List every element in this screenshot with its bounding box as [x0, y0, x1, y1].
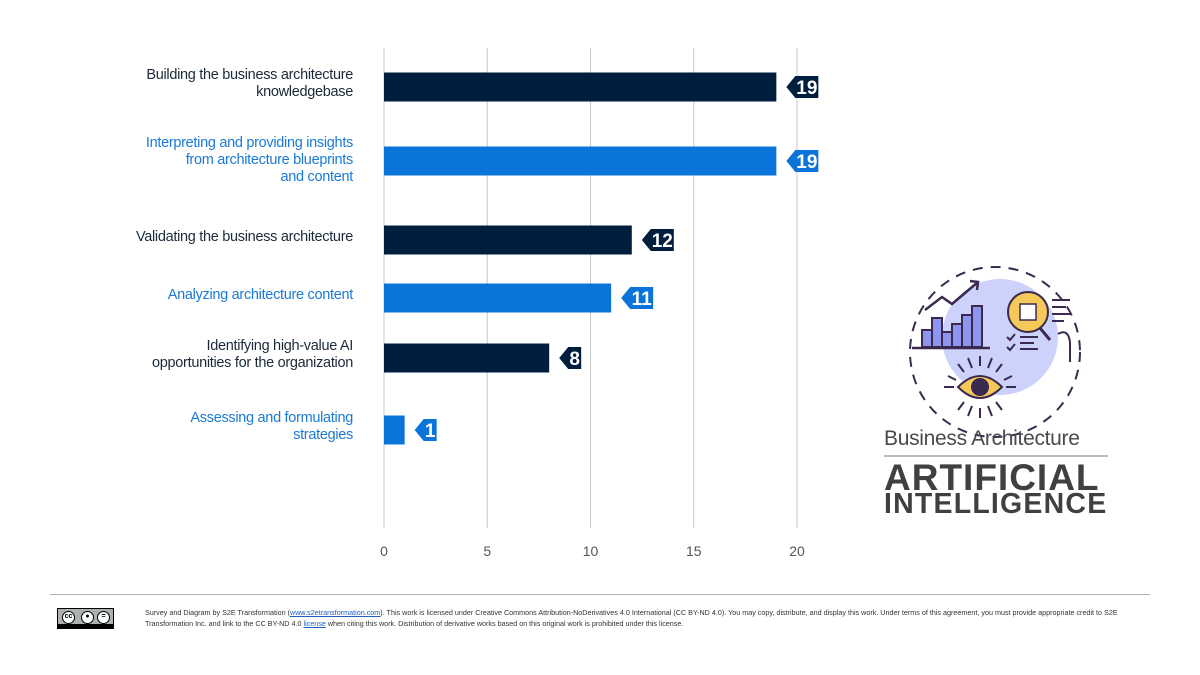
data-label: 1 [425, 421, 436, 442]
cc-badge-strip [58, 624, 113, 628]
business-ai-illustration-icon [909, 266, 1081, 438]
category-label: Analyzing architecture content [167, 286, 354, 303]
x-tick-label: 5 [483, 543, 491, 559]
data-label: 11 [632, 289, 653, 310]
category-label: Validating the business architecture [135, 228, 353, 245]
bar [384, 146, 777, 176]
data-label-badge [414, 419, 437, 441]
cc-by-nd-badge-icon[interactable]: cc ● = [57, 608, 114, 629]
footer-text-2: ). This work is licensed under Creative … [145, 608, 1118, 628]
footer-text-1: Survey and Diagram by S2E Transformation… [145, 608, 291, 617]
logo-title-line1: ARTIFICIAL [884, 457, 1100, 498]
data-label-badge [641, 229, 674, 251]
bar [384, 343, 550, 373]
x-tick-label: 15 [686, 543, 702, 559]
license-link[interactable]: license [303, 619, 326, 628]
category-label: Building the business architecture knowl… [146, 67, 353, 100]
by-person-icon: ● [81, 611, 94, 624]
data-label-badge [786, 76, 819, 98]
x-tick-label: 20 [789, 543, 805, 559]
bar [384, 283, 612, 313]
bar [384, 225, 632, 255]
category-label: Assessing and formulating strategies [190, 410, 353, 443]
data-label: 19 [796, 152, 817, 173]
license-notice: Survey and Diagram by S2E Transformation… [145, 607, 1145, 629]
footer-divider [50, 594, 1150, 595]
ai-eye-icon [944, 356, 1016, 418]
bar [384, 72, 777, 102]
magnifier-icon [1006, 291, 1071, 362]
data-label-badge [621, 287, 654, 309]
data-label: 12 [652, 231, 673, 252]
cc-icon: cc [62, 611, 75, 624]
data-label: 19 [796, 78, 817, 99]
data-label: 8 [569, 349, 580, 370]
bar-growth-icon [912, 279, 990, 350]
category-label: Interpreting and providing insights from… [145, 134, 353, 185]
bar [384, 415, 405, 445]
logo-title-line2: INTELLIGENCE [884, 488, 1108, 520]
data-label-badge [786, 150, 819, 172]
bar-chart: 0 5 10 15 20 19 19 12 11 8 1 [380, 48, 819, 559]
category-label: Identifying high-value AI opportunities … [152, 338, 353, 371]
data-label-badge [559, 347, 582, 369]
x-tick-label: 10 [583, 543, 599, 559]
logo-subtitle: Business Architecture [884, 427, 1080, 450]
footer-text-3: when citing this work. Distribution of d… [325, 619, 684, 628]
x-tick-label: 0 [380, 543, 388, 559]
nd-equals-icon: = [97, 611, 110, 624]
website-link[interactable]: www.s2etransformation.com [290, 608, 381, 617]
logo-divider [884, 455, 1108, 457]
